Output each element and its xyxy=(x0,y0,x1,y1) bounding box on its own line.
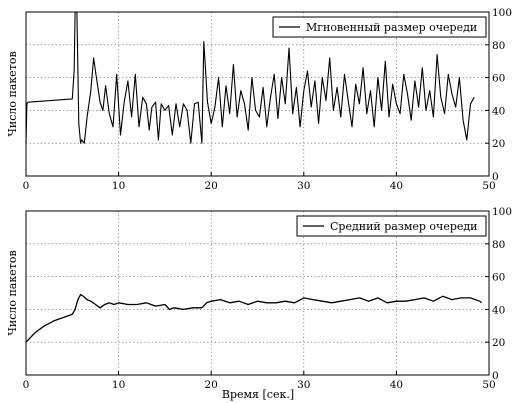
y-tick-label: 60 xyxy=(492,272,505,284)
plot-area xyxy=(25,11,490,177)
y-tick-label: 80 xyxy=(492,40,505,52)
x-tick-label: 10 xyxy=(112,379,125,391)
x-tick-label: 50 xyxy=(482,379,495,391)
y-axis-label: Число пакетов xyxy=(6,51,19,136)
series-line xyxy=(25,11,475,144)
legend-box xyxy=(272,16,487,38)
series-group xyxy=(25,293,483,343)
y-tick-label: 0 xyxy=(492,370,499,382)
y-axis-label: Число пакетов xyxy=(6,250,19,335)
y-tick-label: 0 xyxy=(492,171,499,183)
y-tick-label: 60 xyxy=(492,73,505,85)
y-tick-label: 80 xyxy=(492,239,505,251)
y-tick-label: 40 xyxy=(492,105,505,117)
legend-label: Средний размер очереди xyxy=(330,220,478,233)
series-group xyxy=(25,11,475,144)
gridlines xyxy=(26,211,489,375)
x-tick-label: 0 xyxy=(23,379,30,391)
x-tick-label: 40 xyxy=(390,180,403,192)
y-tick-label: 20 xyxy=(492,337,505,349)
x-tick-label: 20 xyxy=(205,379,218,391)
x-tick-label: 30 xyxy=(297,180,310,192)
x-axis-label: Время [сек.] xyxy=(222,388,294,401)
plot-area xyxy=(25,210,490,376)
y-tick-label: 40 xyxy=(492,304,505,316)
x-tick-label: 10 xyxy=(112,180,125,192)
legend: Мгновенный размер очереди xyxy=(272,16,487,38)
y-tick-label: 20 xyxy=(492,138,505,150)
y-tick-label: 100 xyxy=(492,206,512,218)
x-tick-label: 20 xyxy=(205,180,218,192)
x-tick-label: 0 xyxy=(23,180,30,192)
legend-box xyxy=(296,215,487,237)
x-tick-label: 50 xyxy=(482,180,495,192)
x-tick-label: 40 xyxy=(390,379,403,391)
series-line xyxy=(25,293,483,343)
x-tick-label: 30 xyxy=(297,379,310,391)
y-tick-label: 100 xyxy=(492,7,512,19)
legend-label: Мгновенный размер очереди xyxy=(306,21,477,34)
legend: Средний размер очереди xyxy=(296,215,487,237)
